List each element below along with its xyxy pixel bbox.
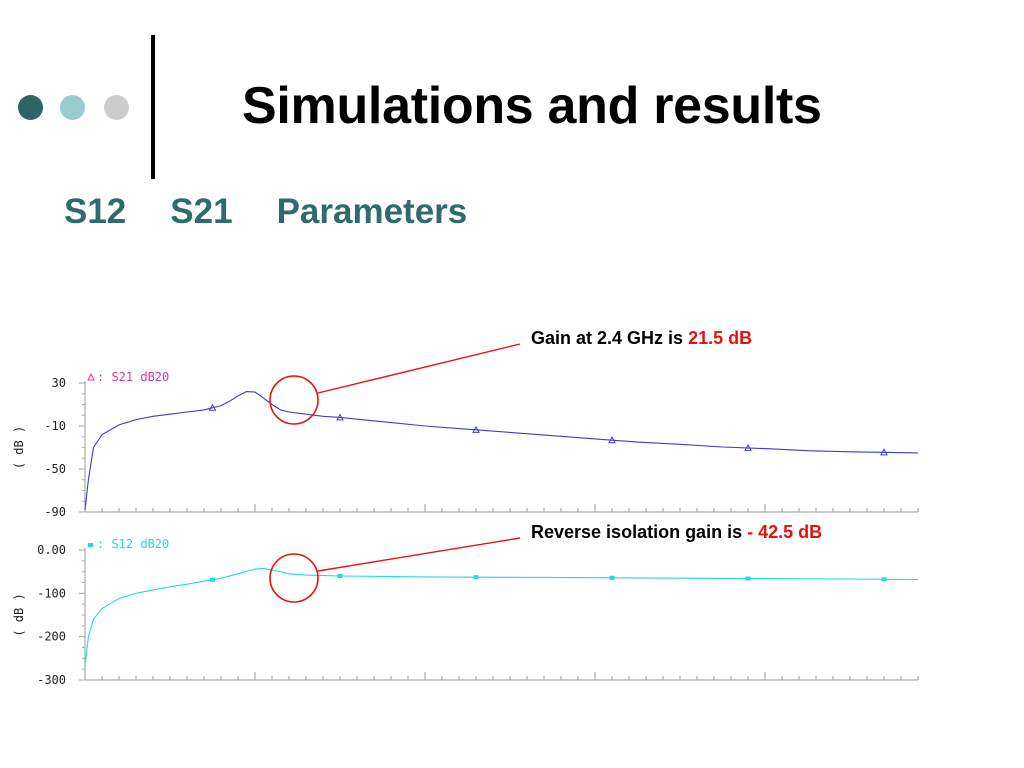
slide-title: Simulations and results [242,77,822,135]
subtitle-s21: S21 [170,192,233,231]
y-tick-label: 0.00 [37,543,66,557]
data-point-marker [880,448,888,456]
subtitle-parameters: Parameters [276,192,468,231]
decor-dot-gray [104,95,129,120]
series-line [84,567,919,667]
gain-callout-value: 21.5 dB [688,328,753,348]
gain-callout-text: Gain at 2.4 GHz is [531,328,689,348]
data-point-marker [881,577,887,582]
isolation-leader-line [317,537,521,572]
title-divider [151,35,155,179]
decor-dot-dark [18,95,43,120]
isolation-peak-circle [269,553,319,603]
decor-dot-teal [60,95,85,120]
isolation-callout-value: - 42.5 dB [747,522,823,542]
y-tick-label: -90 [44,505,66,519]
data-point-marker [336,413,344,421]
isolation-callout: Reverse isolation gain is - 42.5 dB [531,522,822,543]
data-point-marker [208,403,217,411]
data-point-marker [744,443,752,451]
y-tick-label: -50 [44,462,66,476]
s21-plot-panel: 30 -10 -50 -90 ( dB ) : S21 dB20 [12,370,919,519]
data-point-marker [473,575,479,580]
s12-plot-panel: 0.00 -100 -200 -300 ( dB ) : S12 dB20 [12,537,919,687]
data-point-marker [210,577,215,582]
slide-subtitle: S12 S21 Parameters [64,192,467,232]
data-point-marker [608,436,616,444]
y-tick-label: -10 [44,419,66,433]
y-axis-label: ( dB ) [12,593,26,636]
legend-square-icon [88,543,93,547]
legend-triangle-icon [87,372,95,381]
gain-leader-line [317,343,521,394]
data-point-marker [337,574,343,578]
subtitle-s12: S12 [64,192,127,231]
y-axis-label: ( dB ) [12,426,26,469]
y-tick-label: -100 [37,586,66,600]
legend-label: : S21 dB20 [97,370,169,384]
y-tick-label: 30 [52,376,66,390]
y-tick-label: -300 [37,673,66,687]
isolation-callout-text: Reverse isolation gain is [531,522,748,542]
gain-peak-circle [269,375,319,425]
series-line [84,391,919,510]
data-point-marker [745,576,751,581]
data-point-marker [472,425,480,433]
legend-label: : S12 dB20 [97,537,169,551]
data-point-marker [609,575,615,580]
y-tick-label: -200 [37,630,66,644]
gain-callout: Gain at 2.4 GHz is 21.5 dB [531,328,752,349]
